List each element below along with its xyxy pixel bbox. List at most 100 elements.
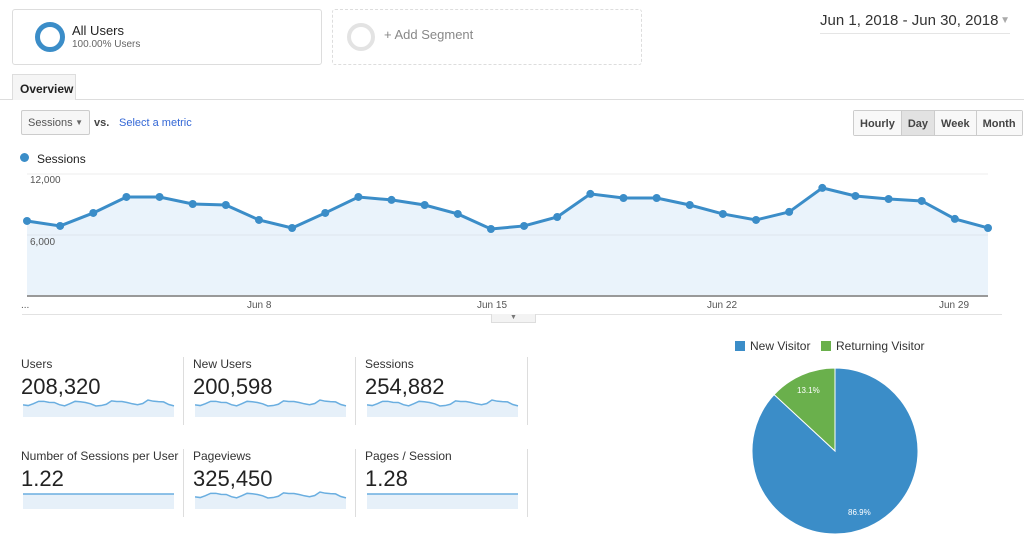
- select-metric-link[interactable]: Select a metric: [119, 117, 192, 129]
- sessions-point[interactable]: [619, 193, 628, 202]
- pie-slice-new-visitor[interactable]: [751, 367, 919, 535]
- x-tick-label: Jun 29: [939, 300, 970, 311]
- sessions-point[interactable]: [520, 221, 529, 230]
- sparkline-area: [367, 494, 518, 509]
- sessions-legend-label: Sessions: [37, 152, 86, 166]
- date-range-text: Jun 1, 2018 - Jun 30, 2018: [820, 12, 999, 29]
- chevron-down-icon: ▼: [1000, 15, 1010, 26]
- pie-label-new: 86.9%: [848, 508, 871, 517]
- sessions-point[interactable]: [56, 221, 65, 230]
- metric-sparkline: [195, 399, 347, 417]
- x-tick-label: Jun 15: [477, 300, 508, 311]
- segment-name: All Users: [72, 23, 125, 38]
- x-tick-label: ...: [21, 300, 30, 311]
- segment-ring-icon: [347, 23, 375, 51]
- sessions-point[interactable]: [586, 189, 595, 198]
- sparkline-area: [195, 492, 346, 509]
- x-tick-label: Jun 22: [707, 300, 738, 311]
- sessions-point[interactable]: [354, 192, 363, 201]
- date-range-picker[interactable]: Jun 1, 2018 - Jun 30, 2018 ▼: [820, 12, 1010, 34]
- tab-divider: [0, 99, 1024, 100]
- sessions-point[interactable]: [321, 208, 330, 217]
- sessions-point[interactable]: [917, 196, 926, 205]
- segment-sub: 100.00% Users: [72, 39, 141, 50]
- metric-sparkline: [367, 493, 518, 509]
- metric-value: 208,320: [21, 374, 101, 399]
- pie-slice-returning-visitor[interactable]: [773, 367, 836, 453]
- sessions-point[interactable]: [984, 223, 992, 232]
- sessions-point[interactable]: [155, 192, 164, 201]
- sessions-area: [27, 187, 988, 296]
- metric-divider: [183, 357, 184, 425]
- sessions-point[interactable]: [950, 214, 959, 223]
- granularity-hourly[interactable]: Hourly: [854, 111, 902, 135]
- visitor-pie-chart: [751, 367, 919, 535]
- metric-value: 200,598: [193, 374, 273, 399]
- granularity-week[interactable]: Week: [935, 111, 977, 135]
- sessions-point[interactable]: [685, 201, 694, 210]
- sessions-point[interactable]: [453, 209, 462, 218]
- sessions-point[interactable]: [89, 208, 98, 217]
- sparkline-area: [367, 400, 518, 417]
- legend-returning-visitor: Returning Visitor: [821, 339, 925, 353]
- sessions-point[interactable]: [553, 213, 562, 222]
- legend-swatch: [735, 341, 745, 351]
- granularity-month[interactable]: Month: [976, 111, 1022, 135]
- legend-new-visitor: New Visitor: [735, 339, 810, 353]
- metric-label: Sessions: [365, 357, 414, 371]
- metric-sparkline: [23, 493, 174, 509]
- metric-label: Pageviews: [193, 449, 252, 463]
- metric-label: New Users: [193, 357, 252, 371]
- metric-divider: [355, 357, 356, 425]
- sessions-point[interactable]: [387, 195, 396, 204]
- metric-label: Number of Sessions per User: [21, 449, 179, 463]
- tab-overview[interactable]: Overview: [12, 74, 76, 100]
- sessions-point[interactable]: [652, 193, 661, 202]
- segment-ring-icon: [35, 22, 65, 52]
- sparkline-line: [23, 399, 175, 407]
- metric-value: 254,882: [365, 374, 445, 399]
- sessions-point[interactable]: [23, 216, 31, 225]
- metric-divider: [527, 449, 528, 517]
- expand-chart-handle[interactable]: ▼: [491, 314, 536, 323]
- sparkline-area: [23, 494, 174, 509]
- sessions-line-chart: [23, 173, 992, 297]
- vs-label: vs.: [94, 117, 110, 129]
- metric-divider: [355, 449, 356, 517]
- metric-value: 1.28: [365, 466, 408, 491]
- sessions-point[interactable]: [254, 215, 263, 224]
- sessions-point[interactable]: [785, 207, 794, 216]
- metric-value: 1.22: [21, 466, 64, 491]
- granularity-day[interactable]: Day: [901, 111, 936, 135]
- sessions-point[interactable]: [288, 223, 297, 232]
- sparkline-area: [195, 400, 346, 417]
- metric-label: Pages / Session: [365, 449, 452, 463]
- metric-dropdown-value: Sessions: [28, 117, 73, 129]
- segment-all-users[interactable]: All Users 100.00% Users: [12, 9, 322, 65]
- legend-swatch: [821, 341, 831, 351]
- add-segment-button[interactable]: + Add Segment: [332, 9, 642, 65]
- sessions-point[interactable]: [851, 191, 860, 200]
- metric-sparkline: [367, 399, 519, 417]
- metric-sparkline: [195, 491, 347, 509]
- sparkline-line: [195, 491, 347, 499]
- metric-sparkline: [23, 399, 175, 417]
- sessions-point[interactable]: [188, 199, 197, 208]
- sessions-point[interactable]: [420, 201, 429, 210]
- legend-label: New Visitor: [750, 339, 811, 353]
- sparkline-line: [195, 399, 347, 407]
- sessions-point[interactable]: [818, 183, 827, 192]
- add-segment-label: + Add Segment: [384, 27, 474, 42]
- sessions-point[interactable]: [221, 201, 230, 210]
- y-tick-label: 12,000: [30, 175, 61, 186]
- sessions-legend-dot: [20, 153, 29, 162]
- sessions-point[interactable]: [884, 195, 893, 204]
- sparkline-area: [23, 400, 174, 417]
- x-tick-label: Jun 8: [247, 300, 272, 311]
- sessions-point[interactable]: [752, 215, 761, 224]
- metric-label: Users: [21, 357, 53, 371]
- metric-dropdown[interactable]: Sessions ▼: [21, 110, 90, 135]
- sessions-point[interactable]: [122, 192, 131, 201]
- sessions-point[interactable]: [486, 225, 495, 234]
- sessions-point[interactable]: [718, 209, 727, 218]
